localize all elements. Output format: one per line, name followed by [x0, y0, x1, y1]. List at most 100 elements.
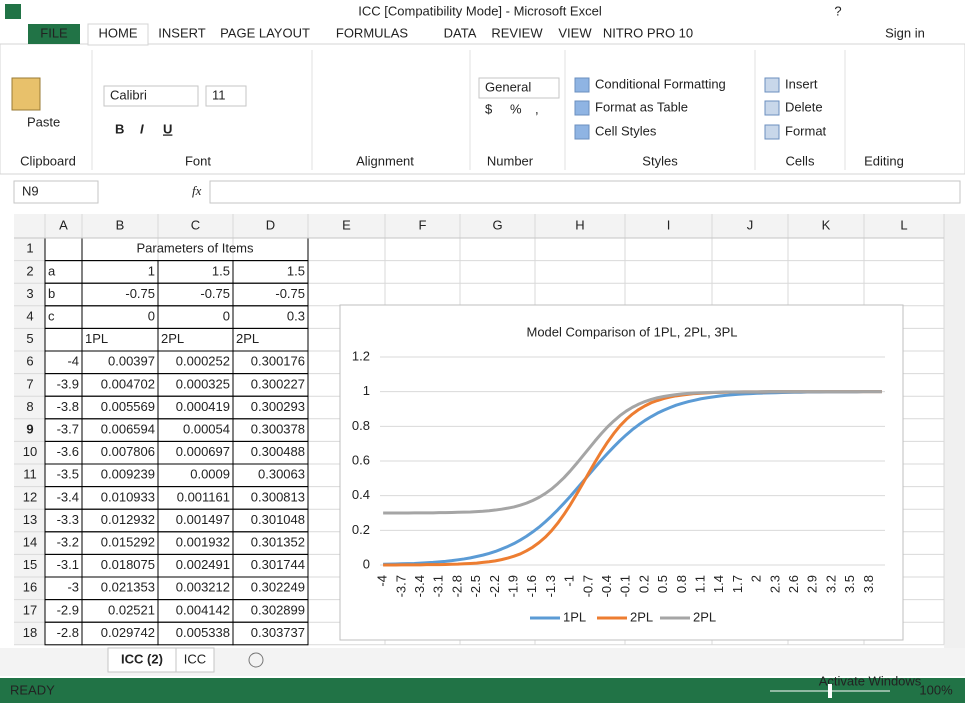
column-header: G — [492, 217, 502, 232]
new-sheet-button[interactable] — [248, 652, 264, 668]
cell-border — [232, 621, 309, 646]
ribbon-button[interactable]: I — [140, 121, 144, 136]
cell-number: 0.02521 — [108, 602, 155, 617]
ribbon-tab[interactable]: REVIEW — [491, 25, 543, 40]
row-header: 5 — [26, 331, 33, 346]
ribbon-button[interactable]: U — [163, 121, 172, 136]
cell-number: -2.8 — [57, 625, 79, 640]
cell-number: 0.006594 — [101, 422, 155, 437]
cell-number: -3.3 — [57, 512, 79, 527]
cell-number: 0.015292 — [101, 535, 155, 550]
y-tick-label: 1.2 — [352, 348, 370, 363]
dropdown-box[interactable] — [478, 77, 560, 99]
group-label: Styles — [642, 153, 678, 168]
row-header: 1 — [26, 241, 33, 256]
cell-number: 0.300176 — [251, 354, 305, 369]
ribbon-tab[interactable]: INSERT — [158, 25, 205, 40]
zoom-level: 100% — [919, 682, 953, 697]
sheet-tab[interactable]: ICC (2) — [121, 651, 163, 666]
cell-number: -3.4 — [57, 489, 79, 504]
cell-number: 0.301744 — [251, 557, 305, 572]
ribbon-button[interactable]: B — [115, 121, 124, 136]
x-tick-label: -2.2 — [487, 575, 502, 597]
ribbon-button[interactable]: Insert — [785, 76, 818, 91]
cell-number: 1.5 — [212, 263, 230, 278]
row-header: 10 — [23, 444, 37, 459]
cell-number: 0.0009 — [190, 467, 230, 482]
ribbon-button[interactable]: Delete — [785, 99, 823, 114]
chart-area — [339, 304, 904, 641]
ribbon-button[interactable]: Cell Styles — [595, 123, 657, 138]
ribbon-button[interactable]: % — [510, 101, 522, 116]
vertical-scrollbar[interactable] — [944, 214, 965, 648]
column-header: E — [342, 217, 351, 232]
ribbon-tab[interactable]: DATA — [444, 25, 477, 40]
column-header: F — [419, 217, 427, 232]
x-tick-label: -3.7 — [393, 575, 408, 597]
cell-number: -3.9 — [57, 376, 79, 391]
cell-number: 0.303737 — [251, 625, 305, 640]
ribbon-tab[interactable]: HOME — [99, 25, 138, 40]
button-icon — [764, 77, 780, 93]
row-header: 9 — [26, 422, 33, 437]
cell-number: 1.5 — [287, 263, 305, 278]
ribbon-tab[interactable]: VIEW — [558, 25, 592, 40]
ribbon-panel — [0, 43, 965, 175]
ribbon-tab[interactable]: NITRO PRO 10 — [603, 25, 693, 40]
row-header: 6 — [26, 354, 33, 369]
excel-icon — [5, 4, 21, 19]
sheet-tab-bg[interactable] — [175, 647, 215, 673]
row-header: 18 — [23, 625, 37, 640]
help-button[interactable]: ? — [834, 3, 841, 18]
cell-number: 0.021353 — [101, 580, 155, 595]
group-label: Cells — [786, 153, 815, 168]
dropdown-box[interactable] — [103, 85, 199, 107]
x-tick-label: -3.1 — [431, 575, 446, 597]
row-header: 11 — [23, 467, 37, 482]
ribbon-button[interactable]: Conditional Formatting — [595, 76, 726, 91]
name-box-text: N9 — [22, 183, 39, 198]
cell-text: 2PL — [236, 331, 259, 346]
ribbon-button[interactable]: 11 — [212, 87, 226, 102]
watermark: Activate Windows — [819, 673, 922, 688]
x-tick-label: 0.8 — [674, 575, 689, 593]
column-header: H — [575, 217, 584, 232]
cell-number: 0.300227 — [251, 376, 305, 391]
cell-number: 0.010933 — [101, 489, 155, 504]
ribbon-tab[interactable]: FORMULAS — [336, 25, 409, 40]
cell-text: c — [48, 309, 55, 324]
x-tick-label: 2.6 — [786, 575, 801, 593]
row-header: 12 — [23, 489, 37, 504]
x-tick-label: -4 — [375, 575, 390, 587]
cell-number: -3 — [67, 580, 79, 595]
dropdown-box[interactable] — [205, 85, 247, 107]
cell-number: 0.009239 — [101, 467, 155, 482]
zoom-thumb[interactable] — [828, 684, 832, 698]
x-tick-label: -0.4 — [599, 575, 614, 597]
button-icon — [574, 124, 590, 140]
sheet-tab[interactable]: ICC — [184, 651, 206, 666]
row-header: 17 — [23, 602, 37, 617]
ribbon-button[interactable]: Paste — [27, 114, 60, 129]
group-label: Number — [487, 153, 534, 168]
ribbon-button[interactable]: Format — [785, 123, 827, 138]
formula-input[interactable] — [209, 180, 961, 204]
status-mode: READY — [10, 682, 55, 697]
ribbon-button[interactable]: General — [485, 79, 531, 94]
cell-number: -0.75 — [125, 286, 155, 301]
cell-number: 0.300488 — [251, 444, 305, 459]
ribbon-tab[interactable]: FILE — [40, 25, 68, 40]
cell-number: 0.301048 — [251, 512, 305, 527]
ribbon-button[interactable]: Format as Table — [595, 99, 688, 114]
y-tick-label: 0 — [363, 556, 370, 571]
name-box[interactable] — [13, 180, 99, 204]
ribbon-tab[interactable]: PAGE LAYOUT — [220, 25, 310, 40]
ribbon-button[interactable]: $ — [485, 101, 493, 116]
paste-icon — [11, 77, 41, 111]
cell-number: 0.001161 — [177, 489, 230, 504]
ribbon-button[interactable]: Calibri — [110, 87, 147, 102]
sign-in[interactable]: Sign in — [885, 25, 925, 40]
ribbon-button[interactable]: , — [535, 101, 539, 116]
x-tick-label: -2.8 — [449, 575, 464, 597]
